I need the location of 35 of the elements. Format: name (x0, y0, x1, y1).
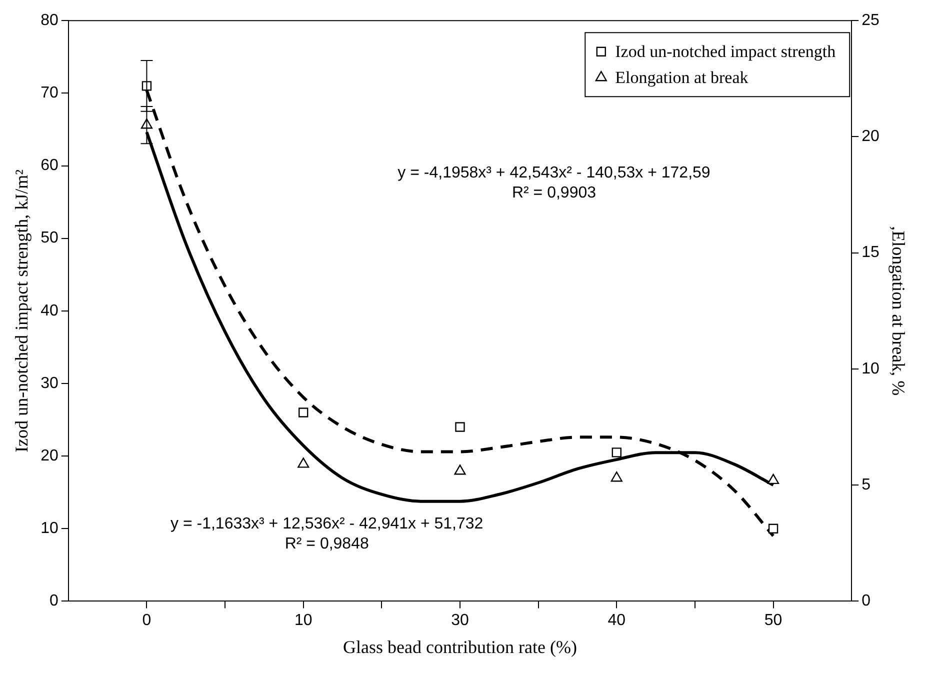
x-tick-label: 30 (451, 612, 469, 630)
y2-axis-title: ,Elongation at break, % (888, 226, 908, 396)
y2-tick-label: 15 (862, 244, 880, 262)
annotation: y = -4,1958x³ + 42,543x² - 140,53x + 172,59 R² = 0,9903 (398, 164, 710, 202)
y-tick-label: 20 (40, 447, 58, 464)
point (610, 472, 622, 482)
point (768, 524, 778, 534)
legend-label: Elongation at break (615, 68, 749, 88)
x-tick-label: 50 (764, 612, 782, 630)
y-tick-label: 80 (40, 12, 58, 30)
y2-tick-label: 0 (862, 592, 871, 610)
x-tick-label: 0 (142, 612, 152, 630)
point (455, 422, 465, 432)
point (298, 408, 308, 418)
y-tick-label: 10 (40, 520, 58, 538)
y-tick-label: 0 (49, 592, 58, 610)
legend-label: Izod un-notched impact strength (615, 42, 836, 62)
point (454, 464, 466, 475)
point (612, 448, 622, 458)
y-tick-label: 30 (40, 374, 58, 392)
annotation: y = -1,1633x³ + 12,536x² - 42,941x + 51,732 R² = 0,9848 (170, 516, 484, 553)
point (298, 458, 310, 468)
x-tick-label: 10 (294, 612, 312, 630)
y-tick-label: 50 (40, 230, 58, 247)
point (767, 474, 780, 484)
y2-tick-label: 5 (862, 476, 871, 494)
y2-tick-label: 20 (862, 128, 880, 146)
x-tick-label: 40 (608, 612, 626, 630)
y2-tick-label: 10 (862, 360, 880, 378)
y-tick-label: 70 (40, 84, 58, 102)
x-axis-title: Glass bead contribution rate (%) (343, 636, 577, 657)
y2-tick-label: 25 (862, 12, 880, 30)
y-axis-title: Izod un-notched impact strength, kJ/m² (12, 169, 32, 452)
y-tick-label: 40 (40, 302, 58, 320)
y-tick-label: 60 (40, 157, 58, 174)
